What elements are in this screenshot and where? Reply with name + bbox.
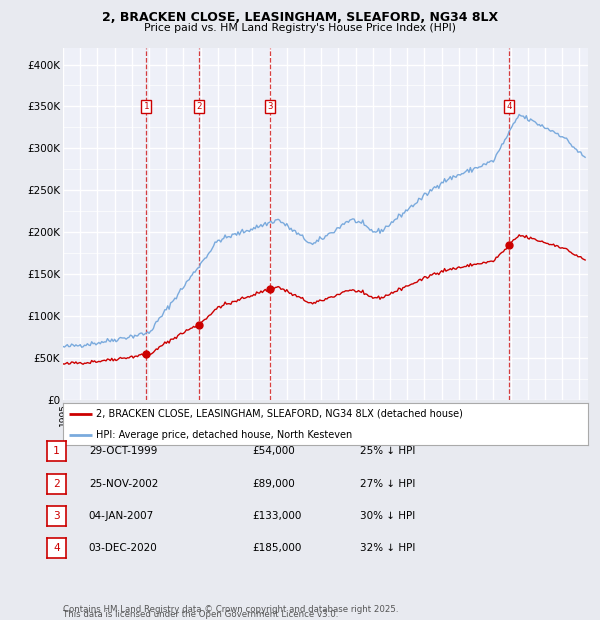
Text: 4: 4 bbox=[53, 543, 60, 553]
Text: £133,000: £133,000 bbox=[252, 511, 301, 521]
Text: 3: 3 bbox=[267, 102, 272, 111]
Text: Price paid vs. HM Land Registry's House Price Index (HPI): Price paid vs. HM Land Registry's House … bbox=[144, 23, 456, 33]
Text: 30% ↓ HPI: 30% ↓ HPI bbox=[360, 511, 415, 521]
Text: 1: 1 bbox=[143, 102, 149, 111]
Text: 2: 2 bbox=[196, 102, 202, 111]
Text: 3: 3 bbox=[53, 511, 60, 521]
Text: £89,000: £89,000 bbox=[252, 479, 295, 489]
Text: This data is licensed under the Open Government Licence v3.0.: This data is licensed under the Open Gov… bbox=[63, 610, 338, 619]
Text: £54,000: £54,000 bbox=[252, 446, 295, 456]
Text: 04-JAN-2007: 04-JAN-2007 bbox=[89, 511, 154, 521]
Text: 25-NOV-2002: 25-NOV-2002 bbox=[89, 479, 158, 489]
Text: 03-DEC-2020: 03-DEC-2020 bbox=[89, 543, 158, 553]
Text: 29-OCT-1999: 29-OCT-1999 bbox=[89, 446, 157, 456]
Text: 2: 2 bbox=[53, 479, 60, 489]
Text: 2, BRACKEN CLOSE, LEASINGHAM, SLEAFORD, NG34 8LX: 2, BRACKEN CLOSE, LEASINGHAM, SLEAFORD, … bbox=[102, 11, 498, 24]
Text: HPI: Average price, detached house, North Kesteven: HPI: Average price, detached house, Nort… bbox=[96, 430, 352, 440]
Text: 2, BRACKEN CLOSE, LEASINGHAM, SLEAFORD, NG34 8LX (detached house): 2, BRACKEN CLOSE, LEASINGHAM, SLEAFORD, … bbox=[96, 409, 463, 419]
Text: 27% ↓ HPI: 27% ↓ HPI bbox=[360, 479, 415, 489]
Text: 25% ↓ HPI: 25% ↓ HPI bbox=[360, 446, 415, 456]
Text: £185,000: £185,000 bbox=[252, 543, 301, 553]
Text: Contains HM Land Registry data © Crown copyright and database right 2025.: Contains HM Land Registry data © Crown c… bbox=[63, 604, 398, 614]
Text: 1: 1 bbox=[53, 446, 60, 456]
Text: 32% ↓ HPI: 32% ↓ HPI bbox=[360, 543, 415, 553]
Text: 4: 4 bbox=[506, 102, 512, 111]
